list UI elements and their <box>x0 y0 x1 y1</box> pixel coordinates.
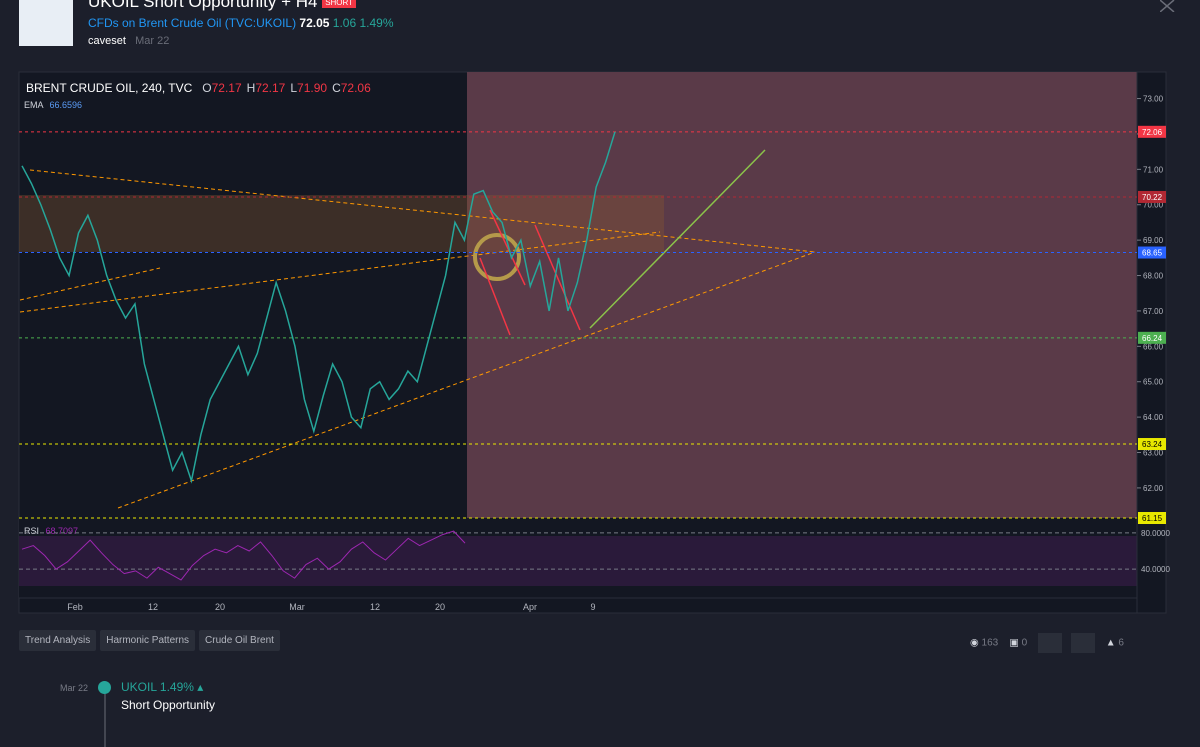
level-label: 61.15 <box>1142 514 1163 523</box>
y-tick-label: 73.00 <box>1143 95 1164 104</box>
share-button[interactable] <box>1070 633 1095 653</box>
ohlc-key: O <box>202 81 211 95</box>
x-tick-label: 12 <box>370 602 380 612</box>
ohlc-key: H <box>247 81 256 95</box>
change-pct: 1.49% <box>359 16 394 30</box>
rsi-legend: RSI 68.7097 <box>24 526 78 536</box>
rsi-tick-label: 40.0000 <box>1141 565 1170 574</box>
trend-line <box>29 169 816 253</box>
comments[interactable]: 0 <box>1021 637 1028 649</box>
tags: Trend Analysis Harmonic Patterns Crude Oil… <box>19 630 284 651</box>
level-chip <box>1138 125 1166 138</box>
idea-title: UKOIL Short Opportunity + H4 SHORT <box>88 0 357 12</box>
timeline-change: 1.49% <box>159 680 194 694</box>
ohlc-value: 72.06 <box>341 81 371 95</box>
level-label: 63.24 <box>1142 440 1163 449</box>
symbol-name[interactable]: CFDs on Brent Crude Oil <box>88 16 222 30</box>
avatar[interactable] <box>19 0 73 46</box>
x-tick-label: 12 <box>148 602 158 612</box>
red-arrows <box>479 209 581 336</box>
level-chip <box>1138 438 1166 451</box>
y-tick-label: 68.00 <box>1143 272 1164 281</box>
close-icon[interactable] <box>1160 0 1176 12</box>
ohlc-value: 71.90 <box>297 81 327 95</box>
x-tick-label: 20 <box>215 602 225 612</box>
author-row: caveset Mar 22 <box>88 35 169 47</box>
change: 1.06 <box>332 16 357 30</box>
y-tick-label: 62.00 <box>1143 484 1164 493</box>
legend-text: BRENT CRUDE OIL, 240, TVC <box>26 81 193 95</box>
date: Mar 22 <box>135 35 170 47</box>
title-text: UKOIL Short Opportunity + H4 <box>88 0 318 11</box>
trend-line <box>19 231 661 313</box>
x-tick-label: Mar <box>289 602 305 612</box>
views: 163 <box>981 637 999 649</box>
ohlc-value: 72.17 <box>212 81 242 95</box>
chart: BRENT CRUDE OIL, 240, TVC O72.17 H72.17 L71… <box>18 71 1170 614</box>
price: 72.05 <box>299 16 330 30</box>
highlight-circle <box>473 233 521 281</box>
rsi-tick-label: 80.0000 <box>1141 529 1170 538</box>
tag[interactable]: Trend Analysis <box>19 630 97 651</box>
ohlc-key: L <box>290 81 297 95</box>
y-tick-label: 66.00 <box>1143 342 1164 351</box>
trend-line <box>19 267 161 301</box>
rsi-line <box>21 530 466 581</box>
x-tick-label: Feb <box>67 602 83 612</box>
x-tick-label: Apr <box>523 602 537 612</box>
level-chip <box>1138 331 1166 344</box>
level-label: 72.06 <box>1142 128 1163 137</box>
level-label: 68.65 <box>1142 249 1163 258</box>
level-chip <box>1138 512 1166 524</box>
author[interactable]: caveset <box>88 35 126 47</box>
trend-line <box>117 251 816 509</box>
green-arrow <box>589 149 766 329</box>
short-badge: SHORT <box>322 0 357 9</box>
short-zone <box>467 72 1137 518</box>
symbol-row: CFDs on Brent Crude Oil (TVC:UKOIL) 72.0… <box>88 16 394 30</box>
y-tick-label: 65.00 <box>1143 378 1164 387</box>
timeline-symbol[interactable]: UKOIL <box>121 680 157 694</box>
y-tick-label: 64.00 <box>1143 413 1164 422</box>
x-tick-label: 20 <box>435 602 445 612</box>
symbol[interactable]: (TVC:UKOIL) <box>224 16 297 30</box>
ema-label: EMA <box>24 100 44 110</box>
stats: ◉ 163 ▣ 0 ▲ 6 <box>970 633 1124 653</box>
y-tick-label: 63.00 <box>1143 449 1164 458</box>
resistance-box <box>19 195 664 252</box>
price-line <box>21 131 616 484</box>
tag[interactable]: Crude Oil Brent <box>199 630 280 651</box>
timeline-line <box>104 694 106 747</box>
timeline-dot <box>98 681 111 694</box>
level-chip <box>1138 190 1166 203</box>
tag[interactable]: Harmonic Patterns <box>100 630 196 651</box>
chart-legend: BRENT CRUDE OIL, 240, TVC O72.17 H72.17 L71… <box>26 81 371 95</box>
ohlc-value: 72.17 <box>255 81 285 95</box>
level-label: 70.22 <box>1142 193 1163 202</box>
rsi-value: 68.7097 <box>46 526 79 536</box>
timeline-date: Mar 22 <box>60 683 89 693</box>
level-chip <box>1138 246 1166 259</box>
rsi-band <box>19 536 1137 586</box>
timeline-head: UKOIL 1.49% ▴ <box>121 680 204 694</box>
x-tick-label: 9 <box>590 602 595 612</box>
timeline-text: Short Opportunity <box>121 698 216 712</box>
likes[interactable]: 6 <box>1118 637 1124 649</box>
y-tick-label: 71.00 <box>1143 165 1164 174</box>
ema-legend: EMA 66.6596 <box>24 100 82 110</box>
y-tick-label: 67.00 <box>1143 307 1164 316</box>
level-label: 66.24 <box>1142 334 1163 343</box>
ohlc-key: C <box>332 81 341 95</box>
flag-button[interactable] <box>1038 633 1063 653</box>
y-tick-label: 69.00 <box>1143 236 1164 245</box>
rsi-label: RSI <box>24 526 39 536</box>
ema-value: 66.6596 <box>50 100 83 110</box>
y-tick-label: 70.00 <box>1143 201 1164 210</box>
